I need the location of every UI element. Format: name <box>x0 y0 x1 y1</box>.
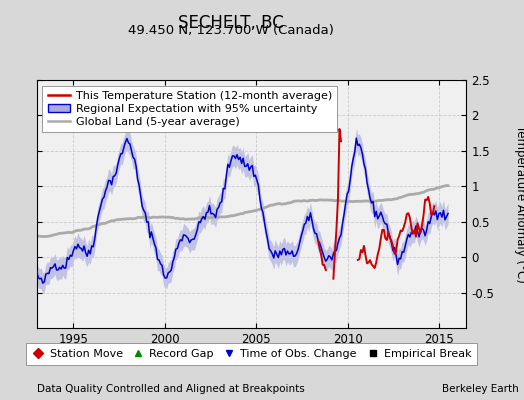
Text: 49.450 N, 123.700 W (Canada): 49.450 N, 123.700 W (Canada) <box>128 24 333 37</box>
Legend: This Temperature Station (12-month average), Regional Expectation with 95% uncer: This Temperature Station (12-month avera… <box>42 86 337 132</box>
Text: SECHELT, BC: SECHELT, BC <box>178 14 283 32</box>
Legend: Station Move, Record Gap, Time of Obs. Change, Empirical Break: Station Move, Record Gap, Time of Obs. C… <box>26 344 477 364</box>
Y-axis label: Temperature Anomaly (°C): Temperature Anomaly (°C) <box>514 125 524 283</box>
Text: Data Quality Controlled and Aligned at Breakpoints: Data Quality Controlled and Aligned at B… <box>37 384 304 394</box>
Text: Berkeley Earth: Berkeley Earth <box>442 384 519 394</box>
